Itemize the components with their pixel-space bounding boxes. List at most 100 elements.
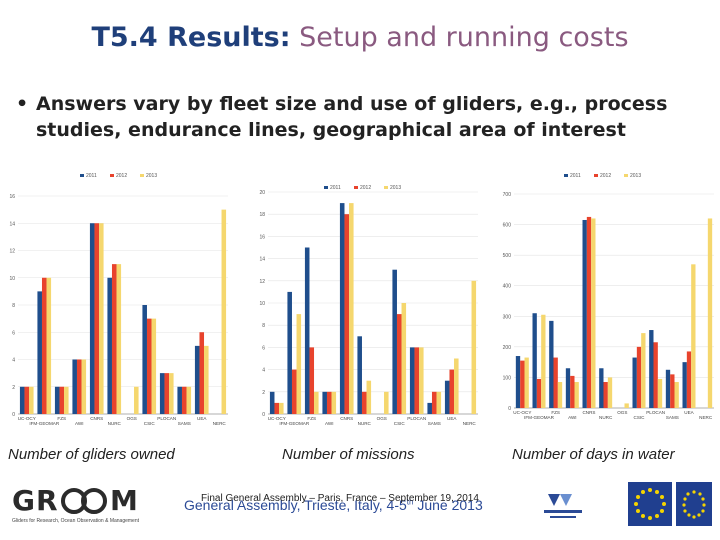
- x-tick-label: SAMS: [428, 421, 441, 426]
- bar: [553, 357, 558, 408]
- y-tick-label: 300: [503, 314, 512, 320]
- bar: [549, 320, 554, 408]
- x-tick-label: UC-OCY: [513, 410, 531, 415]
- bar: [682, 362, 687, 408]
- bar: [269, 391, 275, 414]
- legend-swatch: [354, 186, 358, 189]
- gliders-owned-chart: 0 2 4 6 8 10 12 14 16 2011 2012 2013 UC-OCYIFM-GEOMA…: [9, 173, 228, 426]
- x-tick-label: UC-OCY: [18, 416, 36, 421]
- bar: [142, 305, 147, 414]
- bar: [665, 369, 671, 408]
- bar: [357, 336, 362, 414]
- bar: [309, 347, 315, 414]
- bar: [322, 391, 327, 414]
- legend-label: 2013: [146, 173, 157, 179]
- bar: [431, 391, 437, 414]
- x-tick-label: IFM-GEOMAR: [279, 421, 310, 426]
- x-tick-label: PLOCAN: [407, 416, 426, 421]
- x-tick-label: PLOCAN: [646, 410, 665, 415]
- bar: [599, 368, 604, 408]
- y-tick-label: 20: [259, 190, 265, 196]
- y-tick-label: 6: [12, 330, 15, 336]
- y-tick-label: 8: [12, 303, 15, 309]
- bar: [164, 373, 170, 414]
- footer-new-text: Final General Assembly – Paris, France –…: [201, 493, 479, 504]
- bar: [19, 386, 25, 414]
- glider-logo-icon: [61, 488, 107, 514]
- bar: [444, 380, 450, 414]
- y-tick-label: 6: [262, 345, 265, 351]
- y-tick-label: 2: [12, 385, 15, 391]
- y-tick-label: 4: [262, 368, 265, 374]
- y-tick-label: 700: [503, 192, 512, 198]
- x-tick-label: FZS: [307, 416, 316, 421]
- logo-gr-text: GR: [12, 484, 59, 517]
- x-tick-label: SAMS: [178, 421, 191, 426]
- bar: [414, 347, 420, 414]
- bar: [436, 391, 442, 414]
- bar: [194, 345, 200, 414]
- bar: [427, 402, 432, 414]
- bar: [670, 374, 675, 408]
- x-tick-label: CSIC: [144, 421, 156, 426]
- bar: [649, 330, 654, 408]
- x-tick-label: NERC: [213, 421, 227, 426]
- bar: [291, 369, 297, 414]
- bar: [586, 216, 592, 408]
- bar: [409, 347, 415, 414]
- bar: [524, 357, 529, 408]
- bar: [574, 382, 579, 408]
- legend-swatch: [324, 186, 328, 189]
- legend-label: 2012: [360, 185, 371, 191]
- x-tick-label: PLOCAN: [157, 416, 176, 421]
- bar: [41, 277, 47, 414]
- bar: [186, 386, 192, 414]
- caption-missions: Number of missions: [282, 446, 415, 463]
- x-tick-label: FZS: [57, 416, 66, 421]
- bar: [536, 378, 542, 408]
- eu-stars-icon: [634, 488, 666, 520]
- bar: [603, 382, 608, 408]
- bar: [691, 264, 696, 408]
- bar: [570, 375, 575, 408]
- footer-old-text: General Assembly, Trieste, Italy, 4-5th …: [184, 497, 483, 513]
- y-tick-label: 10: [259, 301, 265, 307]
- bar: [72, 359, 77, 414]
- bar: [557, 382, 563, 408]
- bar: [304, 247, 310, 414]
- bar: [520, 360, 525, 408]
- y-tick-label: 0: [508, 406, 511, 412]
- bar: [361, 391, 367, 414]
- bar: [59, 386, 65, 414]
- bullet-point: • Answers vary by fleet size and use of …: [16, 92, 706, 143]
- bar: [454, 358, 459, 414]
- bar: [632, 357, 637, 408]
- bar: [582, 219, 587, 408]
- x-tick-label: NERC: [463, 421, 477, 426]
- bar: [366, 380, 372, 414]
- bar: [37, 291, 42, 414]
- y-tick-label: 10: [9, 276, 15, 282]
- y-tick-label: 16: [259, 234, 265, 240]
- y-tick-label: 0: [262, 412, 265, 418]
- bar: [146, 318, 152, 414]
- y-tick-label: 400: [503, 284, 512, 290]
- bar: [99, 223, 104, 414]
- bar: [274, 402, 280, 414]
- bar: [471, 280, 477, 414]
- bar: [29, 386, 34, 414]
- bar: [169, 373, 174, 414]
- x-tick-label: IFM-GEOMAR: [29, 421, 60, 426]
- bar: [151, 318, 157, 414]
- bar: [419, 347, 424, 414]
- y-tick-label: 12: [259, 279, 265, 285]
- y-tick-label: 100: [503, 375, 512, 381]
- x-tick-label: CNRS: [582, 410, 595, 415]
- legend-label: 2012: [116, 173, 127, 179]
- x-tick-label: NURC: [358, 421, 372, 426]
- x-tick-label: UEA: [447, 416, 457, 421]
- x-tick-label: CNRS: [90, 416, 103, 421]
- logo-subtitle: Gliders for Research, Ocean Observation …: [12, 518, 140, 524]
- bar: [674, 382, 679, 408]
- y-tick-label: 14: [9, 221, 15, 227]
